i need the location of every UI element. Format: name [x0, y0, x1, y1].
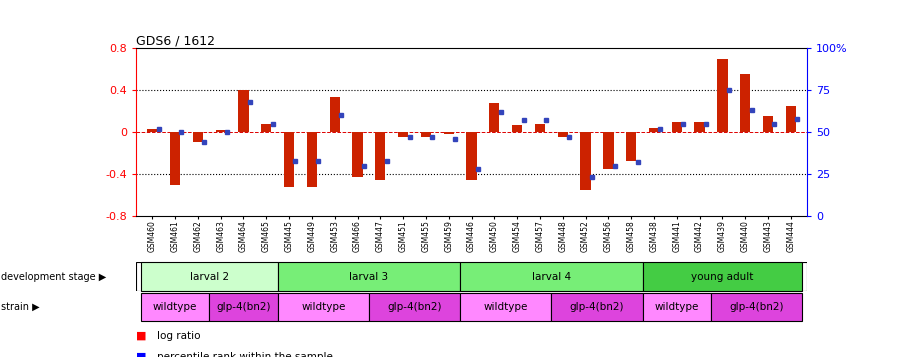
- Bar: [209, 293, 278, 321]
- Bar: [460, 293, 552, 321]
- Text: log ratio: log ratio: [157, 331, 200, 341]
- Bar: [278, 293, 369, 321]
- Bar: [444, 132, 454, 134]
- Bar: [535, 124, 545, 132]
- Bar: [626, 132, 636, 161]
- Bar: [763, 116, 773, 132]
- Text: glp-4(bn2): glp-4(bn2): [570, 302, 624, 312]
- Text: glp-4(bn2): glp-4(bn2): [388, 302, 442, 312]
- Bar: [141, 262, 278, 291]
- Bar: [489, 103, 499, 132]
- Bar: [694, 122, 705, 132]
- Text: wildtype: wildtype: [655, 302, 699, 312]
- Bar: [353, 132, 363, 177]
- Bar: [671, 122, 682, 132]
- Text: wildtype: wildtype: [153, 302, 197, 312]
- Text: larval 3: larval 3: [349, 272, 389, 282]
- Text: ■: ■: [136, 352, 146, 357]
- Bar: [369, 293, 460, 321]
- Bar: [141, 293, 209, 321]
- Text: glp-4(bn2): glp-4(bn2): [216, 302, 271, 312]
- Bar: [216, 130, 226, 132]
- Bar: [603, 132, 613, 169]
- Bar: [192, 132, 203, 141]
- Bar: [375, 132, 386, 180]
- Text: larval 2: larval 2: [190, 272, 228, 282]
- Text: larval 4: larval 4: [531, 272, 571, 282]
- Bar: [717, 59, 728, 132]
- Bar: [147, 129, 157, 132]
- Bar: [307, 132, 317, 187]
- Bar: [557, 132, 568, 137]
- Bar: [460, 262, 643, 291]
- Text: percentile rank within the sample: percentile rank within the sample: [157, 352, 332, 357]
- Text: wildtype: wildtype: [484, 302, 528, 312]
- Bar: [786, 106, 796, 132]
- Bar: [512, 125, 522, 132]
- Bar: [330, 97, 340, 132]
- Bar: [421, 132, 431, 137]
- Bar: [740, 74, 751, 132]
- Text: wildtype: wildtype: [301, 302, 345, 312]
- Bar: [711, 293, 802, 321]
- Bar: [466, 132, 477, 180]
- Bar: [643, 262, 802, 291]
- Text: GDS6 / 1612: GDS6 / 1612: [136, 34, 216, 47]
- Text: ■: ■: [136, 331, 146, 341]
- Text: development stage ▶: development stage ▶: [1, 272, 106, 282]
- Bar: [239, 90, 249, 132]
- Bar: [278, 262, 460, 291]
- Bar: [262, 124, 272, 132]
- Bar: [170, 132, 181, 185]
- Text: young adult: young adult: [692, 272, 753, 282]
- Bar: [643, 293, 711, 321]
- Text: glp-4(bn2): glp-4(bn2): [729, 302, 784, 312]
- Text: strain ▶: strain ▶: [1, 302, 40, 312]
- Bar: [580, 132, 590, 190]
- Bar: [649, 128, 659, 132]
- Bar: [398, 132, 408, 137]
- Bar: [552, 293, 643, 321]
- Bar: [284, 132, 294, 187]
